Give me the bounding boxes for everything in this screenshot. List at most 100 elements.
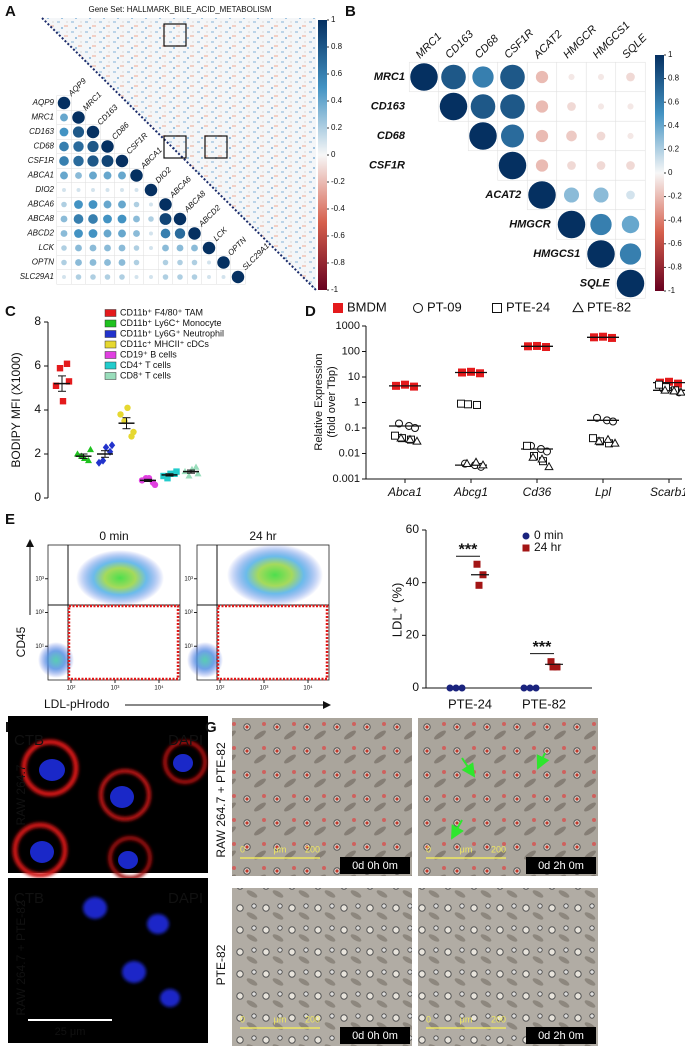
corr-circle (149, 202, 153, 207)
colorbar-tick-label: 0.4 (331, 96, 343, 105)
significance-label: *** (533, 639, 552, 656)
channel-label: DAPI (168, 890, 203, 907)
scale-end: 200 (491, 1014, 506, 1024)
corr-circle (500, 124, 525, 148)
marker (471, 457, 481, 466)
corr-circle (104, 259, 111, 266)
marker (108, 441, 116, 450)
colorbar-tick-label: 0.4 (668, 121, 680, 130)
marker (549, 663, 557, 671)
marker (395, 419, 403, 428)
corr-circle (469, 122, 497, 150)
legend-swatch (104, 330, 117, 338)
marker (192, 463, 200, 470)
corr-circle (119, 274, 125, 280)
marker (553, 663, 561, 671)
marker (185, 472, 193, 479)
scale-bar-label: 25 μm (55, 1026, 86, 1038)
corr-circle (60, 230, 68, 237)
corr-circle (75, 244, 82, 252)
scale-unit: μm (460, 844, 473, 854)
marker (410, 382, 418, 391)
timestamp: 0d 2h 0m (538, 1030, 584, 1042)
diag-label: OPTN (226, 235, 248, 257)
corr-circle (75, 274, 82, 280)
arrow (461, 757, 476, 778)
marker (522, 544, 530, 552)
y-axis-label: CD45 (14, 626, 28, 657)
col-label: SQLE (620, 31, 650, 61)
legend-label: 24 hr (534, 540, 561, 554)
corr-circle (89, 244, 97, 252)
corr-circle (61, 201, 67, 208)
corr-circle (61, 245, 67, 251)
y-tick-label: 10 (348, 371, 360, 383)
corr-circle (120, 188, 124, 192)
row-label: RAW 264.7 + PTE-82 (14, 900, 28, 1016)
corr-circle (596, 161, 606, 170)
timestamp: 0d 0h 0m (352, 1030, 398, 1042)
marker (452, 684, 460, 692)
corr-circle (134, 275, 139, 279)
diagonal (41, 17, 317, 291)
legend-label: CD11b⁺ Ly6G⁺ Neutrophil (120, 328, 224, 338)
legend-label: CD11c⁺ MHCII⁺ cDCs (120, 339, 209, 349)
corr-circle (60, 215, 68, 223)
marker (467, 367, 475, 376)
timestamp-box (340, 1027, 410, 1044)
marker (396, 433, 406, 442)
corr-circle (159, 198, 172, 211)
corr-circle (627, 103, 634, 110)
row-label: CSF1R (369, 159, 405, 171)
diag-label: AQP9 (66, 76, 89, 99)
colorbar-tick-label: -0.8 (668, 263, 682, 272)
marker (151, 481, 159, 488)
corr-circle (133, 259, 140, 266)
scale-end: 200 (491, 844, 506, 854)
y-tick-label: 0 (34, 490, 41, 504)
highlight-box (204, 135, 228, 159)
corr-circle (104, 274, 111, 280)
scale-end: 200 (305, 1014, 320, 1024)
density-cloud (76, 550, 164, 606)
diag-label: ABCA8 (182, 189, 208, 215)
marker (669, 386, 679, 395)
timestamp: 0d 0h 0m (352, 860, 398, 872)
y-tick-label: 0.01 (339, 447, 360, 459)
y-tick-label: 10¹ (35, 644, 44, 650)
corr-circle (160, 228, 171, 239)
legend-swatch (104, 361, 117, 370)
corr-circle (103, 200, 112, 209)
colorbar-tick-label: 0.2 (331, 123, 343, 132)
x-tick-label: 10³ (111, 686, 120, 692)
corr-circle (567, 102, 576, 111)
corr-circle (566, 130, 577, 142)
micrograph-ctb: CTB DAPI RAW 264.7 (8, 716, 208, 880)
corr-circle (159, 213, 172, 225)
corr-circle (76, 188, 81, 192)
marker (674, 379, 682, 388)
col-label: CD163 (443, 28, 476, 61)
y-tick-label: 2 (34, 446, 41, 460)
col-label: CD68 (473, 32, 502, 61)
corr-circle (75, 259, 82, 266)
corr-circle (616, 269, 645, 298)
corr-circle (231, 270, 245, 284)
colorbar (655, 55, 664, 291)
colorbar-tick-label: -1 (331, 285, 339, 294)
corr-circle (89, 171, 97, 180)
marker (160, 472, 167, 480)
y-tick-label: 10³ (184, 576, 193, 582)
colorbar-tick-label: 1 (668, 50, 673, 59)
marker (194, 470, 202, 477)
corr-circle (191, 259, 198, 266)
micrograph (418, 718, 598, 876)
marker (63, 360, 71, 367)
nuclei (30, 754, 193, 869)
marker (59, 398, 67, 405)
plot-title: 0 min (99, 529, 128, 543)
row-label: AQP9 (32, 98, 55, 107)
marker (522, 532, 530, 540)
marker (528, 452, 538, 461)
corr-circle (500, 64, 525, 90)
